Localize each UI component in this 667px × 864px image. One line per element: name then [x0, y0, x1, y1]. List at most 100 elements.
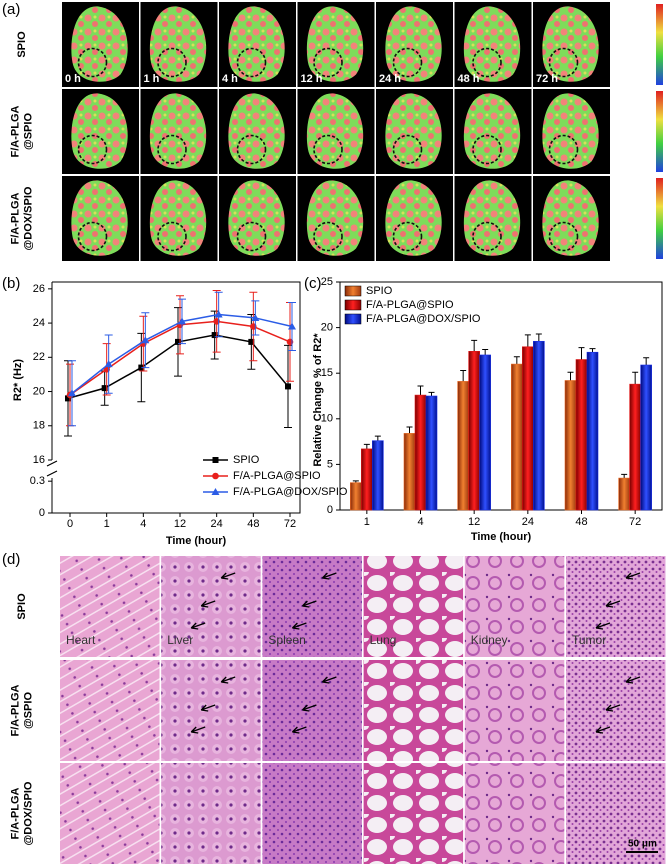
bar: [425, 395, 438, 511]
row-label: F/A-PLGA: [9, 192, 21, 244]
tumor-outline: [392, 134, 423, 165]
x-tick-label: 48: [575, 516, 587, 528]
x-tick-label: 24: [211, 518, 223, 530]
x-tick-label: 72: [629, 516, 641, 528]
y-tick-label: 5: [327, 458, 333, 470]
arrow: [625, 676, 641, 684]
tumor-outline: [157, 47, 187, 78]
arrow: [200, 704, 216, 712]
histology-image: [60, 763, 160, 864]
colorbar: [656, 178, 663, 259]
time-label: 4 h: [222, 73, 238, 85]
marker: [211, 332, 218, 339]
mri-slice: [228, 93, 285, 169]
y-tick-label: 0.3: [30, 475, 45, 487]
histology-image: [161, 556, 261, 657]
marker: [101, 385, 108, 392]
mri-slice: [149, 93, 207, 169]
histology-image: [566, 763, 666, 864]
legend-label: F/A-PLGA@SPIO: [366, 299, 454, 311]
bar: [618, 477, 630, 511]
bar: [522, 346, 534, 511]
histology-image: [566, 660, 666, 761]
colorbar: [656, 91, 663, 172]
marker: [248, 338, 255, 345]
bar: [629, 383, 641, 511]
tumor-outline: [157, 221, 187, 252]
tumor-outline: [548, 47, 579, 78]
y-tick-label: 16: [33, 454, 45, 466]
arrow: [605, 704, 621, 712]
panel-label: (c): [304, 275, 322, 292]
mri-slice: [71, 93, 128, 169]
scale-bar-label: 50 μm: [628, 839, 657, 850]
time-label: 24 h: [379, 73, 401, 85]
row-label: @SPIO: [22, 692, 34, 729]
arrow: [220, 676, 236, 684]
legend-marker: [212, 472, 219, 480]
y-tick-label: 25: [321, 276, 333, 288]
mri-slice: [542, 180, 599, 256]
y-tick-label: 15: [321, 367, 333, 379]
y-tick-label: 26: [33, 283, 45, 295]
marker: [178, 317, 186, 325]
histology-image: [363, 556, 464, 657]
tumor-outline: [548, 221, 579, 252]
time-label: 0 h: [65, 73, 81, 85]
y-tick-label: 24: [33, 317, 45, 329]
tissue-label: Liver: [167, 633, 193, 647]
x-tick-label: 1: [364, 516, 370, 528]
bar: [414, 394, 427, 511]
bar: [403, 433, 416, 511]
mri-slice: [385, 180, 442, 256]
histology-image: [161, 660, 261, 761]
bar: [640, 364, 652, 511]
marker: [68, 389, 76, 397]
arrow: [301, 704, 317, 712]
mri-slice: [463, 93, 521, 169]
bar: [586, 351, 599, 511]
tumor-outline: [548, 134, 579, 165]
x-tick-label: 12: [174, 518, 186, 530]
colorbar: [656, 4, 663, 85]
marker: [214, 310, 223, 318]
arrow: [190, 622, 206, 630]
x-tick-label: 72: [284, 518, 296, 530]
row-label: F/A-PLGA: [9, 105, 21, 157]
tumor-outline: [77, 47, 108, 78]
y-tick-label: 20: [321, 322, 333, 334]
row-label: @DOX/SPIO: [22, 781, 34, 845]
marker: [251, 313, 260, 321]
x-axis-label: Time (hour): [166, 535, 227, 547]
tumor-outline: [77, 221, 108, 252]
panel-label: (b): [2, 275, 20, 292]
tumor-outline: [77, 134, 108, 165]
bar: [457, 381, 469, 511]
mri-slice: [149, 180, 207, 256]
arrow: [291, 622, 307, 630]
arrow: [190, 726, 206, 734]
mri-slice: [385, 93, 442, 169]
bar: [533, 340, 545, 511]
mri-slice: [149, 6, 207, 82]
legend-label: SPIO: [366, 285, 393, 297]
x-tick-label: 12: [468, 516, 480, 528]
tumor-outline: [236, 47, 267, 78]
legend-label: F/A-PLGA@SPIO: [233, 470, 321, 482]
mri-slice: [306, 6, 364, 82]
axis-break: [46, 460, 58, 477]
arrow: [291, 726, 307, 734]
arrow: [595, 726, 611, 734]
tumor-outline: [313, 134, 343, 165]
y-axis-label: R2* (Hz): [12, 359, 24, 402]
row-label: @DOX/SPIO: [22, 186, 34, 250]
arrow: [321, 572, 337, 580]
time-label: 72 h: [536, 73, 558, 85]
y-tick-label: 0: [327, 504, 333, 516]
arrow: [321, 676, 337, 684]
mri-slice: [306, 93, 364, 169]
marker: [175, 338, 181, 345]
row-label: F/A-PLGA: [9, 684, 21, 736]
tumor-outline: [392, 47, 423, 78]
legend-label: F/A-PLGA@DOX/SPIO: [366, 313, 481, 325]
